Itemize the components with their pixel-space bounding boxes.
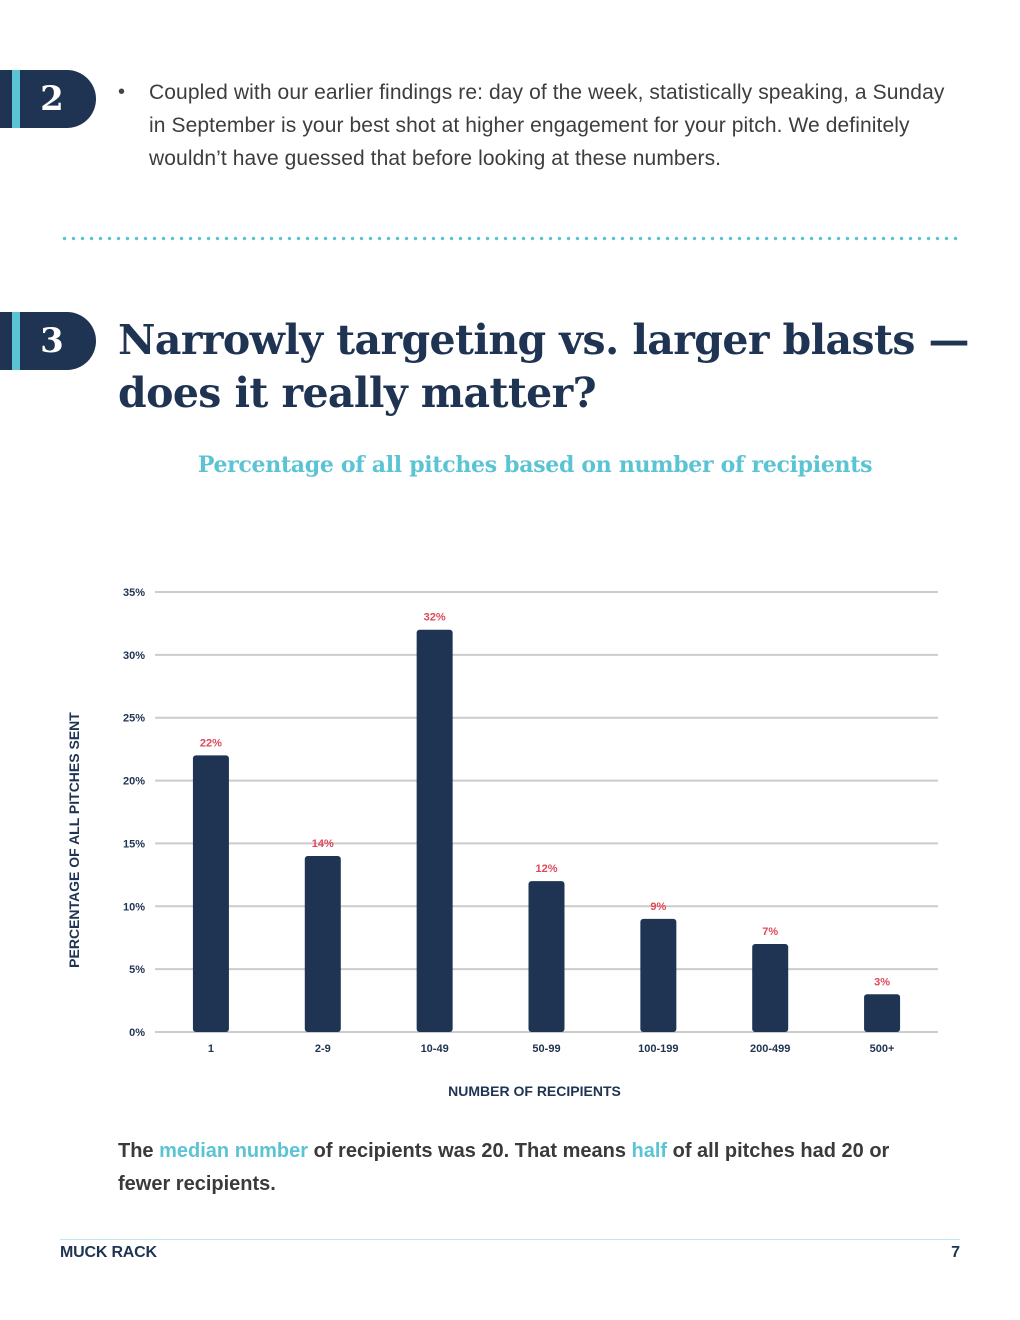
bar bbox=[752, 944, 789, 1032]
x-tick-label: 100-199 bbox=[638, 1043, 678, 1055]
chart-title: Percentage of all pitches based on numbe… bbox=[197, 452, 873, 478]
section-headline: Narrowly targeting vs. larger blasts — d… bbox=[118, 314, 978, 420]
data-label: 9% bbox=[650, 901, 666, 913]
y-tick-label: 5% bbox=[129, 964, 145, 976]
bar bbox=[416, 629, 453, 1032]
bar bbox=[304, 856, 341, 1032]
bullet-icon: • bbox=[118, 81, 126, 103]
section-number: 3 bbox=[40, 321, 64, 361]
x-axis-title: NUMBER OF RECIPIENTS bbox=[448, 1083, 621, 1099]
caption-text: of recipients was 20. That means bbox=[308, 1140, 632, 1162]
caption-highlight: median number bbox=[159, 1140, 309, 1162]
data-label: 14% bbox=[312, 838, 334, 850]
caption-highlight: half bbox=[631, 1140, 668, 1162]
y-tick-label: 35% bbox=[123, 587, 145, 599]
data-label: 7% bbox=[762, 926, 778, 938]
section-3-marker: 3 bbox=[0, 312, 96, 370]
y-tick-label: 15% bbox=[123, 838, 145, 850]
y-tick-label: 30% bbox=[123, 650, 145, 662]
y-tick-label: 20% bbox=[123, 776, 145, 788]
headline-line-1: Narrowly targeting vs. larger blasts — bbox=[118, 316, 970, 364]
y-tick-label: 25% bbox=[123, 713, 145, 725]
data-label: 3% bbox=[874, 976, 890, 988]
bar bbox=[640, 918, 677, 1032]
median-caption: The median number of recipients was 20. … bbox=[118, 1135, 918, 1201]
x-tick-label: 500+ bbox=[870, 1043, 895, 1055]
section-number: 2 bbox=[40, 79, 64, 119]
brand-logo: MUCK RACK bbox=[60, 1244, 157, 1261]
y-axis-title: PERCENTAGE OF ALL PITCHES SENT bbox=[66, 712, 82, 968]
finding-bullet: • Coupled with our earlier findings re: … bbox=[118, 76, 948, 175]
caption-text: The bbox=[118, 1140, 160, 1162]
y-tick-label: 0% bbox=[129, 1027, 145, 1039]
marker-stripe bbox=[12, 312, 20, 370]
marker-stripe bbox=[12, 70, 20, 128]
dotted-divider bbox=[60, 236, 960, 241]
finding-text: Coupled with our earlier findings re: da… bbox=[149, 81, 945, 170]
x-tick-label: 10-49 bbox=[421, 1043, 449, 1055]
caption-text: of all pitches had 20 or fewer recipient… bbox=[118, 1140, 890, 1195]
data-label: 12% bbox=[535, 863, 557, 875]
x-tick-label: 1 bbox=[208, 1043, 214, 1055]
page-number: 7 bbox=[951, 1244, 960, 1261]
x-tick-label: 50-99 bbox=[532, 1043, 560, 1055]
bar bbox=[528, 881, 565, 1032]
x-tick-label: 200-499 bbox=[750, 1043, 790, 1055]
y-tick-label: 10% bbox=[123, 901, 145, 913]
bar-chart: 0% 5% 10% 15% 20% 25% 30% 35% 22% 1 14% 2-9 32% 10-49… bbox=[66, 587, 938, 1099]
section-2-marker: 2 bbox=[0, 70, 96, 128]
x-tick-label: 2-9 bbox=[315, 1043, 331, 1055]
data-label: 22% bbox=[200, 737, 222, 749]
footer-divider bbox=[60, 1239, 960, 1240]
headline-line-2: does it really matter? bbox=[118, 369, 597, 417]
bar bbox=[192, 755, 229, 1032]
data-label: 32% bbox=[424, 612, 446, 624]
bar bbox=[864, 994, 901, 1032]
